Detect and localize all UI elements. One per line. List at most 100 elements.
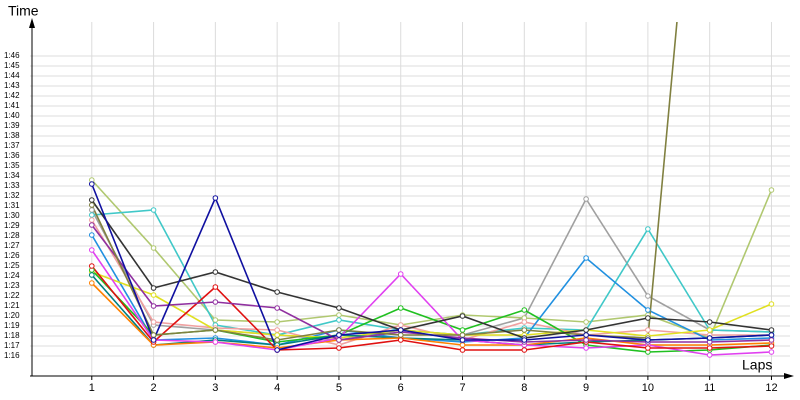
y-tick-label: 1:35: [4, 161, 20, 170]
y-tick-label: 1:44: [4, 71, 20, 80]
point: [150, 332, 157, 338]
y-tick-label: 1:17: [4, 341, 20, 350]
x-axis-label: Laps: [742, 357, 772, 373]
point: [583, 255, 589, 261]
point: [212, 269, 219, 275]
point: [212, 284, 219, 290]
series-line: [91, 199, 772, 339]
y-tick-label: 1:16: [4, 351, 20, 360]
point: [88, 272, 95, 278]
y-tick-label: 1:34: [4, 171, 20, 180]
point: [459, 332, 466, 338]
y-tick-label: 1:40: [4, 111, 20, 120]
series-line: [91, 179, 773, 340]
point: [459, 337, 466, 343]
x-tick-label: 1: [89, 382, 95, 394]
y-tick-label: 1:29: [4, 221, 20, 230]
y-tick-label: 1:25: [4, 261, 20, 270]
point: [706, 335, 713, 341]
point: [645, 345, 651, 351]
y-tick-label: 1:41: [4, 101, 20, 110]
series-line: [91, 249, 772, 356]
point: [397, 322, 404, 328]
point: [645, 307, 651, 313]
point: [150, 292, 157, 298]
point: [150, 207, 157, 213]
point: [336, 345, 342, 351]
point: [336, 305, 342, 311]
point: [706, 345, 713, 351]
point: [274, 319, 280, 325]
x-tick-label: 2: [151, 382, 157, 394]
series-line: [91, 234, 772, 346]
point: [274, 347, 280, 353]
point: [274, 327, 280, 333]
x-tick-label: 5: [336, 382, 342, 394]
series-line: [91, 282, 772, 349]
point: [274, 337, 280, 343]
y-tick-label: 1:21: [4, 301, 20, 310]
point: [212, 195, 219, 201]
point: [150, 303, 157, 309]
x-tick-label: 3: [212, 382, 218, 394]
point: [88, 207, 95, 213]
point: [397, 305, 404, 311]
y-tick-label: 1:24: [4, 271, 20, 280]
y-axis-arrow: [29, 18, 35, 28]
point: [397, 271, 404, 277]
point: [583, 196, 589, 202]
point: [212, 299, 219, 305]
y-tick-label: 1:23: [4, 281, 20, 290]
point: [459, 313, 466, 319]
y-tick-label: 1:30: [4, 211, 20, 220]
point: [88, 247, 95, 253]
point: [521, 307, 528, 313]
point: [768, 332, 775, 338]
point: [88, 263, 95, 269]
y-tick-label: 1:46: [4, 51, 20, 60]
point: [459, 347, 466, 353]
y-tick-label: 1:32: [4, 191, 20, 200]
y-tick-label: 1:28: [4, 231, 20, 240]
x-tick-label: 8: [521, 382, 527, 394]
y-tick-label: 1:22: [4, 291, 20, 300]
point: [521, 327, 528, 333]
point: [88, 181, 95, 187]
y-tick-label: 1:18: [4, 331, 20, 340]
point: [274, 289, 280, 295]
point: [88, 217, 95, 223]
point: [768, 343, 775, 349]
point: [583, 319, 589, 325]
point: [150, 285, 157, 291]
x-tick-label: 12: [765, 382, 777, 394]
point: [768, 187, 775, 193]
series-line: [91, 183, 772, 351]
point: [706, 327, 713, 333]
point: [336, 327, 342, 333]
y-tick-label: 1:45: [4, 61, 20, 70]
point: [397, 332, 404, 338]
point: [583, 345, 589, 351]
y-tick-label: 1:36: [4, 151, 20, 160]
x-tick-label: 4: [274, 382, 280, 394]
y-tick-label: 1:39: [4, 121, 20, 130]
point: [150, 319, 157, 325]
x-tick-label: 11: [704, 382, 715, 394]
point: [521, 337, 528, 343]
y-tick-label: 1:42: [4, 91, 20, 100]
point: [521, 347, 528, 353]
y-tick-label: 1:38: [4, 131, 20, 140]
point: [768, 327, 775, 333]
x-axis-arrow: [784, 373, 794, 379]
y-tick-label: 1:19: [4, 321, 20, 330]
point: [88, 280, 95, 286]
point: [768, 349, 775, 355]
point: [88, 202, 95, 208]
point: [88, 222, 95, 228]
point: [645, 315, 651, 321]
point: [706, 352, 713, 358]
y-tick-label: 1:43: [4, 81, 20, 90]
point: [88, 197, 95, 203]
point: [336, 337, 342, 343]
point: [88, 232, 95, 238]
